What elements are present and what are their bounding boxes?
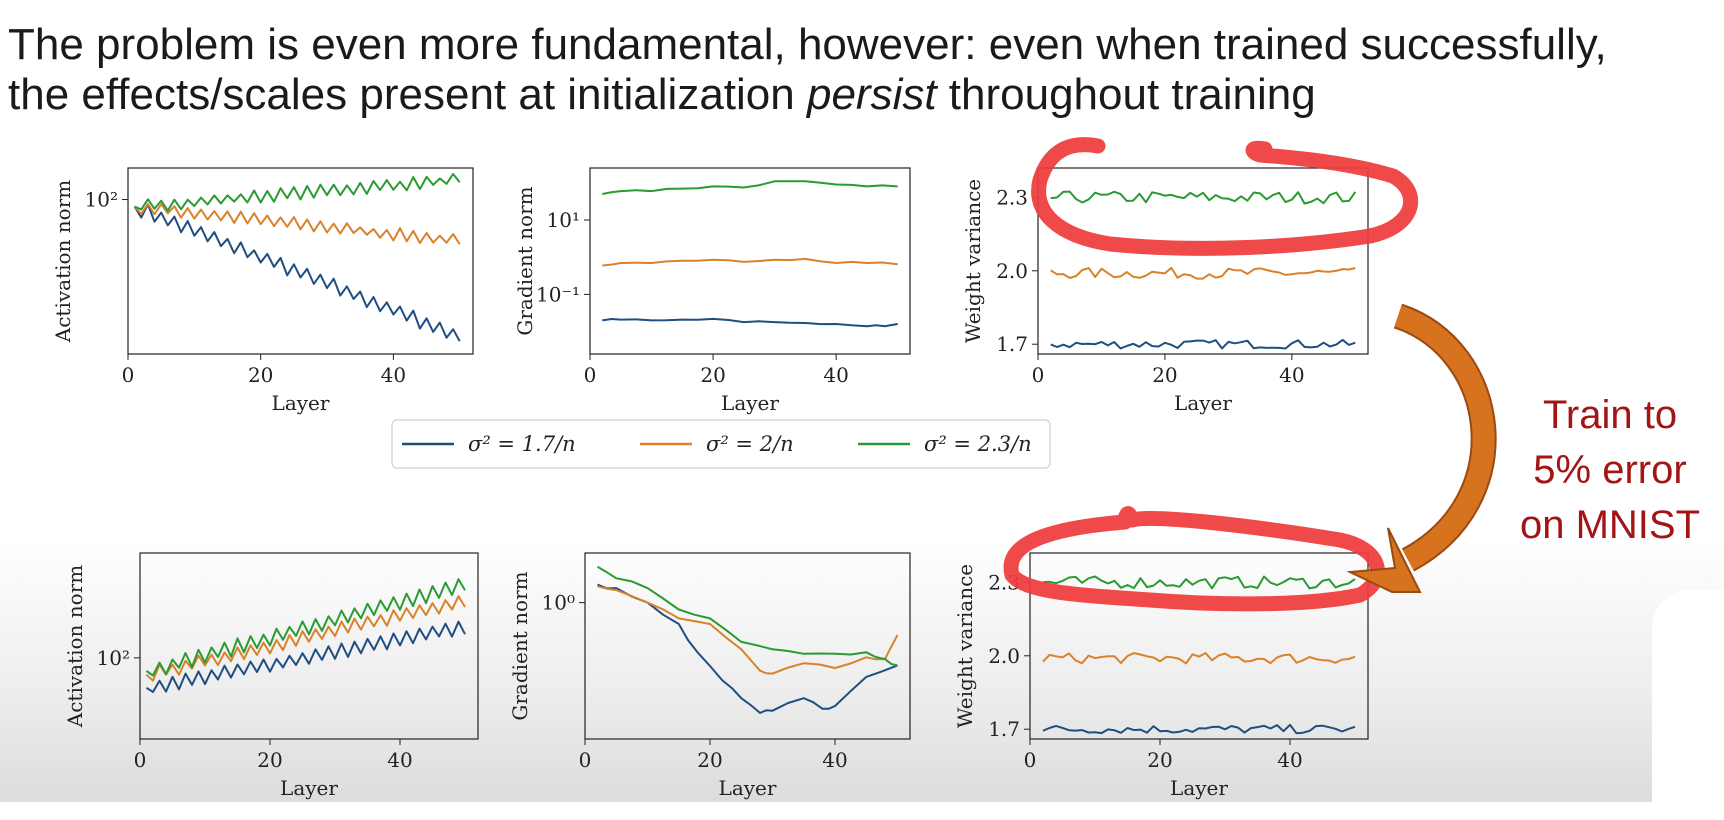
headline-line-1: The problem is even more fundamental, ho… — [8, 20, 1607, 69]
x-axis-label: Layer — [1170, 776, 1228, 800]
series-line-sigma_1_7 — [597, 583, 898, 714]
plot-frame — [584, 552, 911, 740]
x-tick-label: 40 — [822, 748, 847, 772]
x-axis-label: Layer — [280, 776, 338, 800]
series-line-sigma_1_7 — [133, 203, 461, 342]
chart-panel-top-middle: 0 20 40 10¹ 10⁻¹ Layer Gradient norm — [513, 167, 911, 415]
series-line-sigma_1_7 — [1042, 723, 1356, 735]
legend-frame — [391, 419, 1051, 469]
legend-label-sigma_2: σ² = 2/n — [706, 432, 794, 456]
x-tick-label: 20 — [257, 748, 282, 772]
chart-panel-top-right: 0 20 40 2.3 2.0 1.7 Layer Weight variance — [961, 167, 1369, 415]
side-annotation-line-3: on MNIST — [1519, 503, 1701, 547]
x-tick-label: 0 — [1024, 748, 1037, 772]
x-tick-label: 40 — [1277, 748, 1302, 772]
x-tick-label: 0 — [579, 748, 592, 772]
series-line-sigma_2 — [145, 595, 466, 682]
headline-line-2-end: throughout training — [936, 70, 1316, 119]
y-axis-label: Weight variance — [961, 179, 985, 343]
y-tick-label: 2.3 — [996, 185, 1028, 209]
chart-panel-bottom-middle: 0 20 40 10⁰ Layer Gradient norm — [508, 552, 911, 800]
series-line-sigma_1_7 — [602, 317, 898, 328]
y-axis-label: Activation norm — [51, 180, 75, 343]
red-loop-bottom — [1003, 506, 1385, 612]
headline-line-2: the effects/scales present at initializa… — [8, 70, 1708, 120]
y-axis-label: Gradient norm — [513, 186, 537, 335]
y-tick-label: 10¹ — [547, 208, 580, 232]
x-tick-label: 40 — [823, 363, 848, 387]
series-line-sigma_2 — [602, 257, 898, 267]
side-annotation-line-2: 5% error — [1533, 448, 1687, 492]
y-tick-label: 1.7 — [988, 717, 1020, 741]
plot-frame — [127, 167, 474, 355]
x-tick-label: 40 — [381, 363, 406, 387]
y-tick-label: 10⁻¹ — [536, 282, 580, 306]
headline-line-2-start: the effects/scales present at initializa… — [8, 70, 807, 119]
y-axis-label: Activation norm — [63, 565, 87, 728]
plot-frame — [589, 167, 911, 355]
series-line-sigma_2 — [597, 585, 899, 675]
arrow-shaft — [1394, 305, 1495, 570]
series-line-sigma_1_7 — [1050, 338, 1356, 350]
x-tick-label: 20 — [700, 363, 725, 387]
series-line-sigma_2 — [1050, 266, 1356, 280]
series-line-sigma_2_3 — [602, 180, 898, 195]
x-tick-label: 20 — [1147, 748, 1172, 772]
series-line-sigma_2 — [133, 203, 461, 245]
legend-label-sigma_2_3: σ² = 2.3/n — [924, 432, 1032, 456]
x-tick-label: 20 — [697, 748, 722, 772]
x-axis-label: Layer — [272, 391, 330, 415]
plot-frame — [1037, 167, 1369, 355]
arrow-head — [1346, 527, 1422, 593]
chart-panel-top-left: 0 20 40 10² Layer Activation norm — [51, 167, 474, 415]
x-tick-label: 40 — [387, 748, 412, 772]
chart-panel-bottom-left: 0 20 40 10² Layer Activation norm — [63, 552, 479, 800]
corner-overlay — [1652, 590, 1724, 820]
y-tick-label: 2.0 — [996, 259, 1028, 283]
x-tick-label: 0 — [134, 748, 147, 772]
y-tick-label: 10⁰ — [542, 591, 575, 615]
series-line-sigma_2_3 — [1042, 575, 1356, 590]
y-axis-label: Gradient norm — [508, 571, 532, 720]
series-line-sigma_2_3 — [134, 173, 461, 212]
red-highlight-annotations — [1003, 137, 1419, 612]
y-tick-label: 10² — [97, 646, 130, 670]
x-axis-label: Layer — [719, 776, 777, 800]
curved-arrow — [1346, 303, 1497, 593]
figure-panels: 0 20 40 10² Layer Activation norm 0 20 40 10¹ 10⁻¹… — [51, 137, 1497, 800]
y-tick-label: 2.0 — [988, 644, 1020, 668]
legend-label-sigma_1_7: σ² = 1.7/n — [468, 432, 576, 456]
series-line-sigma_2_3 — [145, 578, 466, 677]
y-tick-label: 1.7 — [996, 332, 1028, 356]
x-axis-label: Layer — [1174, 391, 1232, 415]
series-line-sigma_1_7 — [145, 620, 466, 693]
y-tick-label: 10² — [85, 188, 118, 212]
side-annotation: Train to 5% error on MNIST — [1500, 388, 1720, 553]
series-line-sigma_2 — [1042, 652, 1356, 665]
slide-headline: The problem is even more fundamental, ho… — [8, 20, 1708, 120]
x-tick-label: 0 — [584, 363, 597, 387]
chart-legend: σ² = 1.7/n σ² = 2/n σ² = 2.3/n — [391, 419, 1051, 469]
x-tick-label: 20 — [1152, 363, 1177, 387]
plot-frame — [139, 552, 479, 740]
x-axis-label: Layer — [721, 391, 779, 415]
headline-emphasis: persist — [806, 70, 937, 119]
y-axis-label: Weight variance — [953, 564, 977, 728]
series-line-sigma_2_3 — [596, 565, 898, 667]
side-annotation-line-1: Train to — [1542, 393, 1678, 437]
plot-frame — [1029, 552, 1369, 740]
x-tick-label: 0 — [122, 363, 135, 387]
x-tick-label: 0 — [1032, 363, 1045, 387]
x-tick-label: 20 — [248, 363, 273, 387]
red-loop-top — [1031, 137, 1419, 256]
series-line-sigma_2_3 — [1050, 190, 1357, 205]
x-tick-label: 40 — [1279, 363, 1304, 387]
